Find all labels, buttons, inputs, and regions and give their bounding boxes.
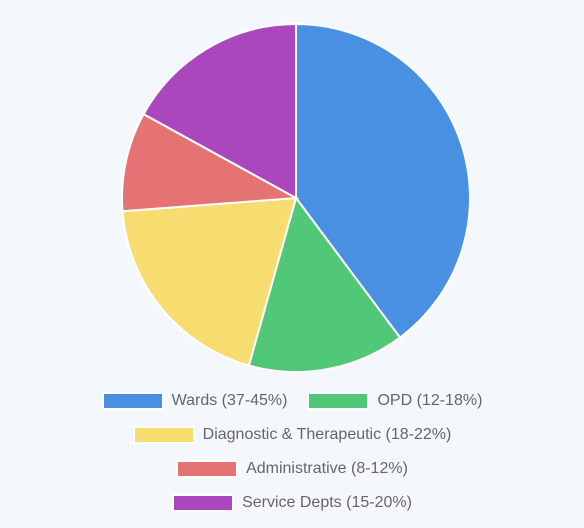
pie-slice-service-depts[interactable]	[142, 22, 297, 200]
legend-row: Administrative (8-12%)	[0, 452, 584, 486]
legend-label-opd: OPD (12-18%)	[377, 392, 483, 409]
legend-swatch-service-depts	[172, 494, 235, 512]
legend-row: Service Depts (15-20%)	[0, 486, 584, 520]
legend-label-wards: Wards (37-45%)	[171, 392, 288, 409]
legend-label-service-depts: Service Depts (15-20%)	[242, 494, 412, 511]
legend-swatch-wards	[101, 392, 164, 410]
pie-chart-plot	[121, 22, 471, 373]
legend-item-service-depts[interactable]: Service Depts (15-20%)	[172, 494, 412, 512]
legend-swatch-opd	[307, 392, 370, 410]
pie-slice-opd[interactable]	[247, 195, 402, 373]
pie-slice-diagnostic[interactable]	[121, 196, 298, 367]
pie-slice-administrative[interactable]	[121, 112, 300, 213]
legend-swatch-diagnostic	[132, 426, 195, 444]
pie-slice-wards[interactable]	[295, 22, 471, 339]
legend-item-diagnostic[interactable]: Diagnostic & Therapeutic (18-22%)	[132, 426, 452, 444]
legend-label-administrative: Administrative (8-12%)	[246, 460, 408, 477]
legend-swatch-administrative	[176, 460, 239, 478]
legend-item-wards[interactable]: Wards (37-45%)	[101, 392, 288, 410]
legend-row: Wards (37-45%) OPD (12-18%)	[0, 384, 584, 418]
legend-row: Diagnostic & Therapeutic (18-22%)	[0, 418, 584, 452]
legend-item-administrative[interactable]: Administrative (8-12%)	[176, 460, 408, 478]
chart-legend: Wards (37-45%) OPD (12-18%) Diagnostic &…	[0, 384, 584, 520]
legend-item-opd[interactable]: OPD (12-18%)	[307, 392, 482, 410]
legend-label-diagnostic: Diagnostic & Therapeutic (18-22%)	[202, 426, 452, 443]
